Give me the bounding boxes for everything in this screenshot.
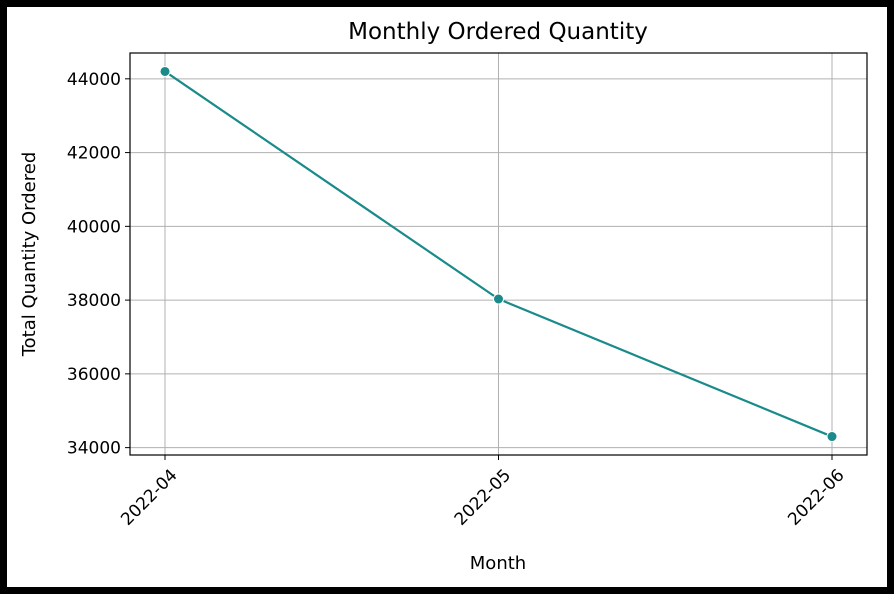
data-point-2022-05 [493,293,504,305]
y-axis-label: Total Quantity Ordered [19,152,40,358]
y-tick-label-38000: 38000 [67,291,121,311]
y-tick-label-36000: 36000 [67,365,121,385]
data-point-2022-04 [159,65,171,77]
x-tick-label-2022-06: 2022-06 [784,465,848,529]
chart-frame: Monthly Ordered Quantity 34000 36000 38000… [7,7,887,587]
line-chart: Monthly Ordered Quantity 34000 36000 38000… [19,19,868,574]
x-axis-label: Month [470,553,526,574]
y-tick-label-40000: 40000 [67,217,121,237]
y-tick-label-34000: 34000 [67,439,121,459]
y-tick-label-44000: 44000 [67,70,121,90]
chart-title: Monthly Ordered Quantity [348,19,648,45]
grid-lines [130,53,867,455]
x-tick-label-2022-05: 2022-05 [451,465,515,529]
y-tick-label-42000: 42000 [67,144,121,164]
series-layer [159,65,838,443]
data-point-2022-06 [826,431,838,443]
x-tick-label-2022-04: 2022-04 [117,465,181,529]
